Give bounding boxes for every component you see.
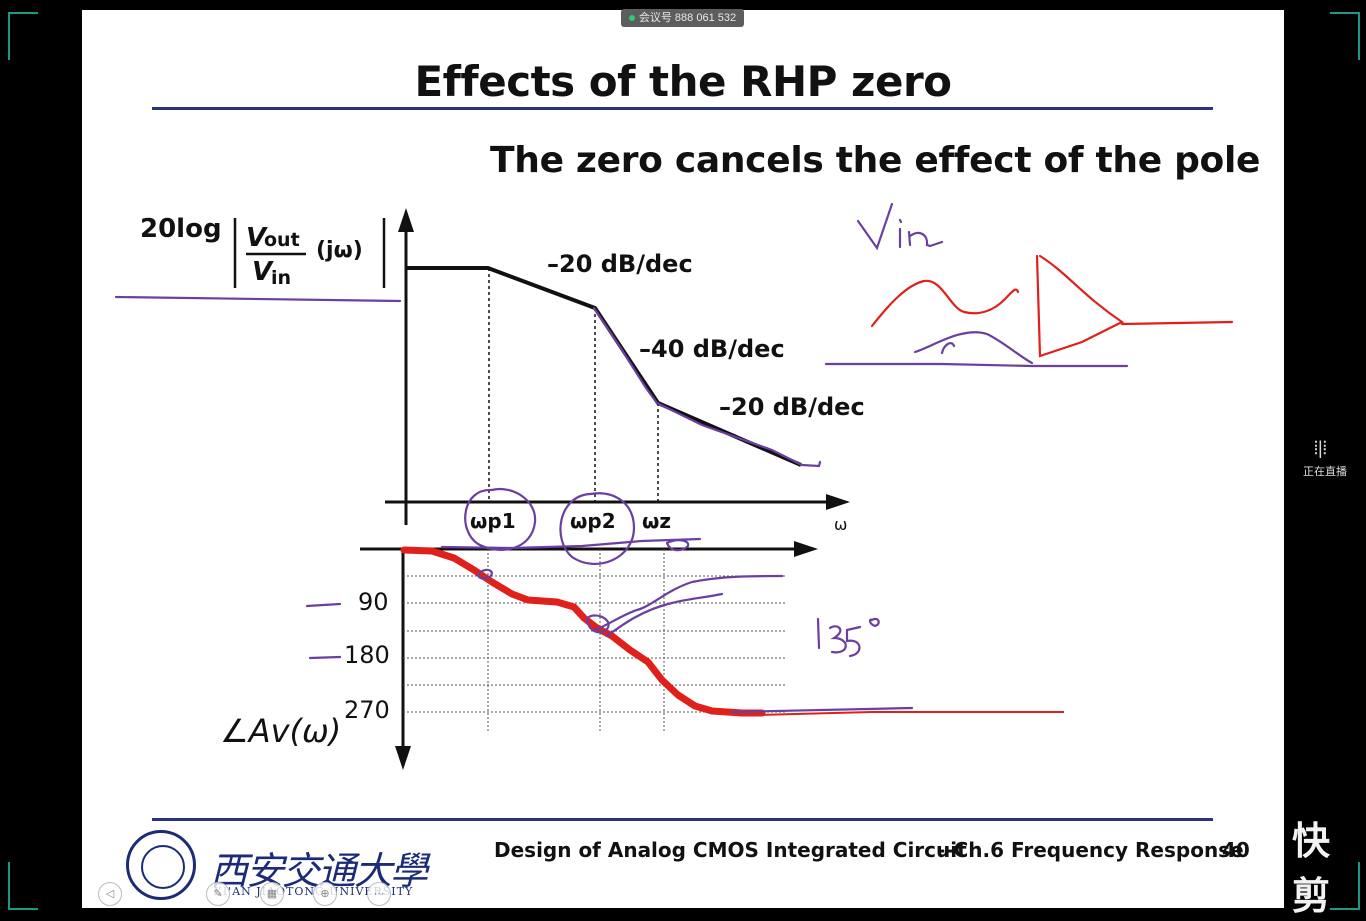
live-dot-icon [628,15,635,22]
frac-num: V [246,223,268,253]
frac-den: V [252,257,274,287]
freq-label-wz: ωz [642,509,671,533]
footer-chapter: --Ch.6 Frequency Response [937,838,1244,862]
pen-annotations-purple [114,202,1129,714]
mag-log-text: 20log [140,214,222,244]
audio-wave-icon[interactable]: ⦙|⦙ [1314,438,1327,458]
slide-grid-button[interactable]: ▦ [260,882,284,906]
magnitude-curve [406,266,802,467]
phase-asymptote-red [756,711,1064,716]
live-status-label: 正在直播 [1303,466,1347,478]
phase-tick-270: 270 [344,696,390,724]
footer-rule [152,818,1213,821]
prev-slide-button[interactable]: ◁ [98,882,122,906]
footer-course: Design of Analog CMOS Integrated Circuit [494,838,967,862]
freq-label-omega: ω [834,515,847,534]
frame-corner-tr [1330,12,1360,60]
phase-tick-90: 90 [358,588,389,616]
slide-subtitle: The zero cancels the effect of the pole [490,140,1261,181]
freq-label-wp1: ωp1 [470,509,516,533]
zoom-button[interactable]: ⊕ [313,882,337,906]
bode-diagram: V out V in (jω) –20 dB/dec –40 dB/dec –2… [114,202,1234,770]
meeting-id-text: 会议号 888 061 532 [638,12,737,24]
frame-corner-br [1330,862,1360,910]
pen-annotations-red [870,254,1234,358]
page-number: 40 [1222,838,1250,862]
university-seal [126,830,196,900]
brand-watermark: 快剪 [1292,821,1331,918]
frame-corner-bl [8,862,38,910]
slide-title: Effects of the RHP zero [414,57,952,106]
slope-label-2: –40 dB/dec [639,335,785,363]
title-rule [152,107,1213,110]
magnitude-axes [385,208,850,525]
frame-corner-tl [8,12,38,60]
slope-label-1: –20 dB/dec [547,250,693,278]
presentation-slide: Effects of the RHP zero The zero cancels… [82,10,1284,908]
pen-tool-button[interactable]: ✎ [206,882,230,906]
frac-arg: (jω) [316,238,363,263]
magnitude-guide-lines [488,268,659,502]
slope-label-3: –20 dB/dec [719,393,865,421]
magnitude-fraction: V out V in (jω) [233,218,386,289]
frac-den-sub: in [271,267,291,289]
freq-label-wp2: ωp2 [570,509,616,533]
meeting-id-badge[interactable]: 会议号 888 061 532 [621,9,744,27]
magnitude-axis-label: 20log [140,214,222,244]
frac-num-sub: out [264,229,300,251]
phase-curve-red [400,546,766,717]
more-options-button[interactable]: ⋯ [367,882,391,906]
phase-axis-label: ∠Av(ω) [220,712,341,750]
phase-tick-180: 180 [344,641,390,669]
